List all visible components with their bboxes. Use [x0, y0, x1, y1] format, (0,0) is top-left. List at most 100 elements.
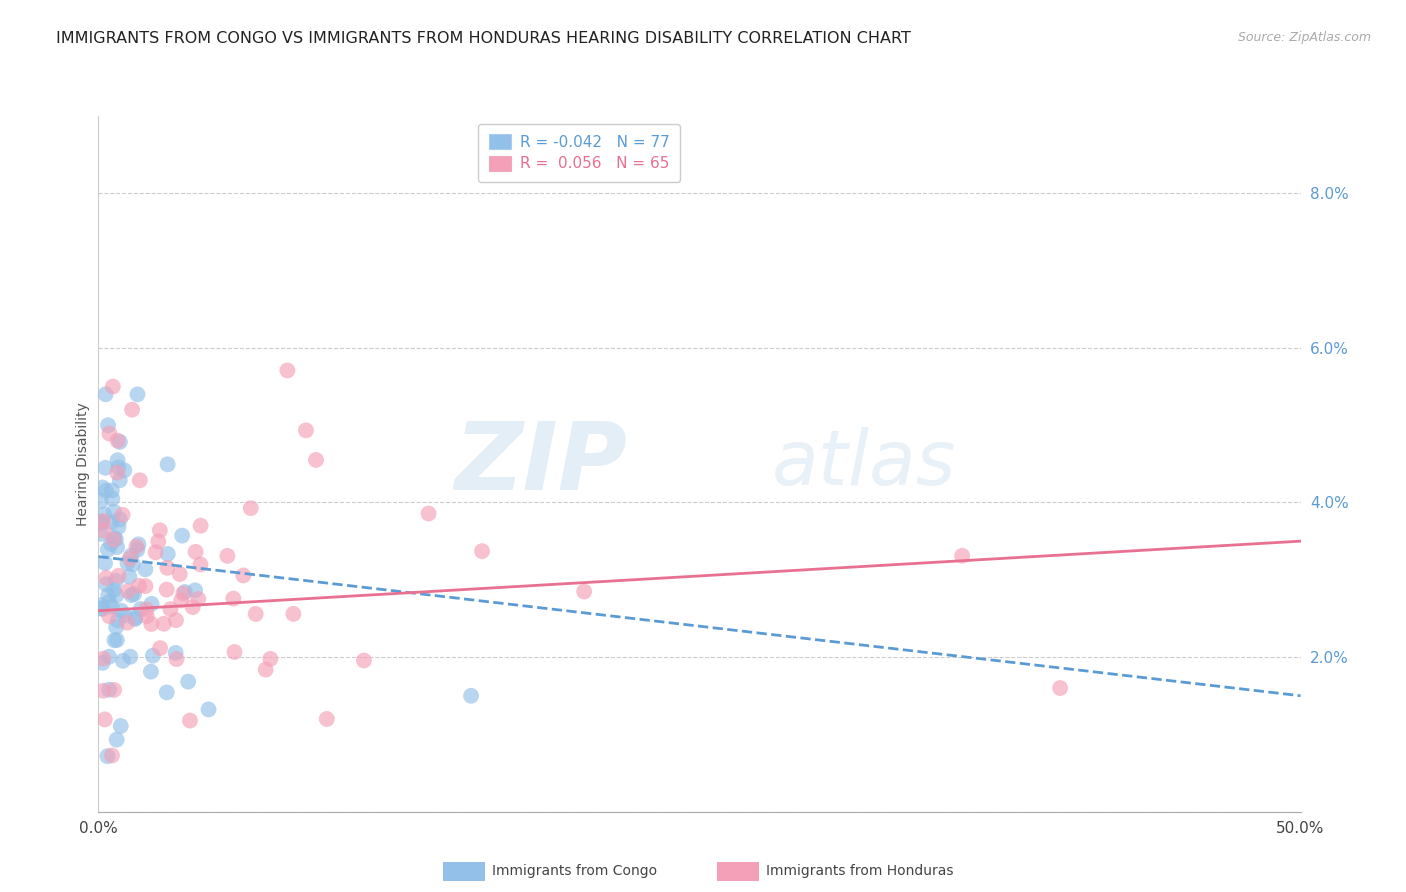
Point [94, 387, 117, 401]
Legend: R = -0.042   N = 77, R =  0.056   N = 65: R = -0.042 N = 77, R = 0.056 N = 65 [478, 124, 681, 182]
Point [184, 583, 207, 598]
Point [111, 508, 134, 522]
Point [166, 652, 188, 666]
Point [148, 534, 170, 549]
Point [217, 549, 239, 563]
Point [110, 719, 132, 733]
Text: Immigrants from Honduras: Immigrants from Honduras [766, 864, 953, 879]
Point [103, 682, 125, 697]
Point [118, 570, 141, 584]
Point [105, 732, 128, 747]
Point [177, 674, 200, 689]
Point [97, 418, 120, 433]
Point [276, 363, 298, 377]
Point [156, 547, 179, 561]
Point [96, 571, 118, 585]
Point [129, 602, 152, 616]
Point [103, 531, 125, 545]
Point [153, 616, 176, 631]
Point [94, 460, 117, 475]
Point [245, 607, 267, 621]
Point [103, 633, 125, 648]
Point [117, 584, 139, 599]
Point [190, 558, 212, 572]
Text: Immigrants from Congo: Immigrants from Congo [492, 864, 657, 879]
Point [93, 508, 115, 522]
Point [124, 612, 146, 626]
Point [134, 579, 156, 593]
Point [100, 537, 122, 551]
Point [1049, 681, 1071, 695]
Point [159, 602, 181, 616]
Point [96, 577, 118, 591]
Point [572, 584, 595, 599]
Point [105, 620, 128, 634]
Point [90, 515, 112, 529]
Point [141, 597, 163, 611]
Point [110, 604, 132, 618]
Point [114, 608, 136, 623]
Point [98, 595, 121, 609]
Point [156, 458, 179, 472]
Point [103, 533, 125, 547]
Point [174, 585, 197, 599]
Point [104, 574, 127, 588]
Point [121, 402, 143, 417]
Point [127, 542, 149, 557]
Point [91, 481, 114, 495]
Point [90, 527, 112, 541]
Point [120, 549, 142, 563]
Point [100, 599, 122, 614]
Point [98, 609, 121, 624]
Point [101, 748, 124, 763]
Point [128, 579, 150, 593]
Point [91, 651, 114, 665]
Point [460, 689, 482, 703]
Point [93, 524, 115, 538]
Point [90, 516, 112, 531]
Point [107, 434, 129, 448]
Point [91, 683, 114, 698]
Point [125, 540, 148, 554]
Point [107, 613, 129, 627]
Point [105, 540, 128, 554]
Point [169, 567, 191, 582]
Point [139, 665, 162, 679]
Point [134, 562, 156, 576]
Point [172, 528, 194, 542]
Point [103, 583, 125, 598]
Text: atlas: atlas [772, 427, 956, 500]
Point [105, 632, 128, 647]
Point [127, 387, 149, 401]
Point [184, 545, 207, 559]
Point [190, 518, 212, 533]
Point [103, 505, 125, 519]
Point [96, 749, 118, 764]
Point [121, 588, 143, 602]
Point [295, 423, 318, 437]
Point [135, 602, 157, 616]
Point [101, 379, 124, 393]
Point [101, 491, 124, 506]
Point [91, 656, 114, 670]
Point [418, 507, 440, 521]
Point [122, 587, 145, 601]
Point [141, 617, 163, 632]
Point [181, 600, 204, 615]
Point [98, 426, 121, 441]
Text: Source: ZipAtlas.com: Source: ZipAtlas.com [1237, 31, 1371, 45]
Point [283, 607, 305, 621]
Y-axis label: Hearing Disability: Hearing Disability [76, 402, 90, 525]
Point [104, 533, 127, 547]
Point [305, 453, 328, 467]
Point [94, 556, 117, 570]
Point [101, 483, 124, 498]
Point [108, 434, 131, 449]
Point [128, 473, 150, 487]
Point [239, 501, 262, 516]
Point [187, 591, 209, 606]
Point [172, 586, 194, 600]
Point [124, 611, 146, 625]
Point [94, 483, 117, 498]
Point [156, 685, 179, 699]
